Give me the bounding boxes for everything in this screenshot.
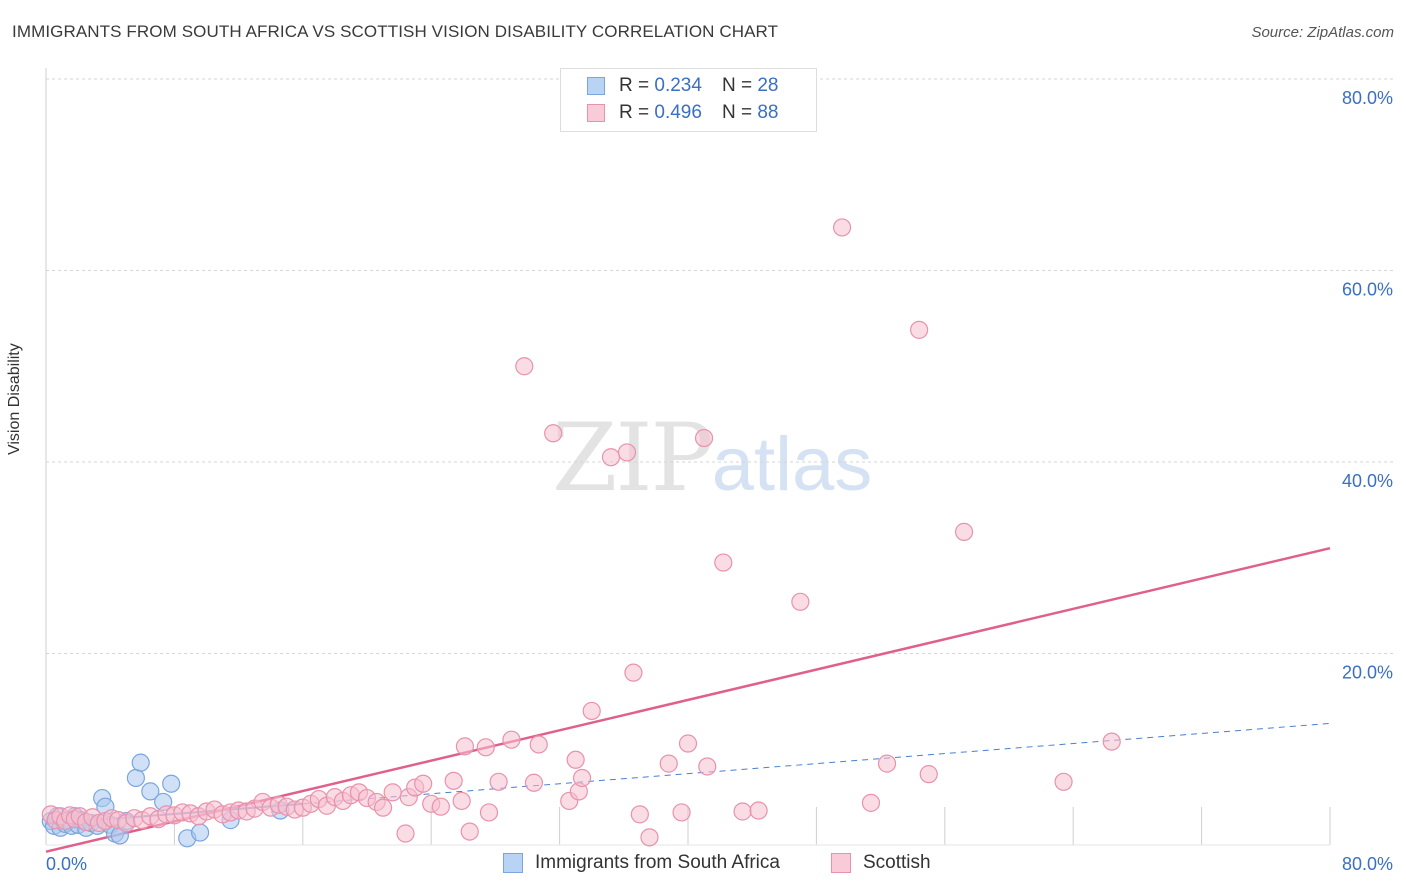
legend-swatch-pink: [587, 104, 605, 122]
data-point-scottish: [877, 754, 897, 773]
bottom-legend-swatch-pink: [831, 853, 851, 873]
legend-r-value: 0.234: [654, 75, 702, 96]
watermark: ZIPatlas: [552, 404, 872, 513]
y-tick-label: 40.0%: [1342, 471, 1393, 491]
data-point-scottish: [455, 737, 475, 756]
data-point-scottish: [659, 754, 678, 773]
data-point-scottish: [1102, 732, 1121, 751]
data-point-scottish: [749, 801, 768, 820]
data-point-scottish: [919, 765, 938, 784]
data-point-scottish: [529, 735, 548, 754]
data-point-scottish: [714, 553, 733, 572]
x-tick-label: 80.0%: [1342, 854, 1393, 874]
legend-n-value: 28: [757, 75, 779, 96]
legend: R = 0.234 N = 28 R = 0.496 N = 88: [560, 68, 817, 132]
bottom-legend-south-africa: Immigrants from South Africa: [503, 852, 780, 874]
data-point-scottish: [383, 783, 402, 802]
data-point-south-africa: [141, 782, 160, 801]
data-point-scottish: [489, 772, 508, 791]
data-point-scottish: [678, 734, 698, 753]
legend-n-label: N =: [721, 75, 753, 96]
legend-row-scottish: R = 0.496 N = 88: [587, 101, 778, 125]
watermark-atlas: atlas: [711, 422, 873, 507]
data-point-south-africa: [131, 753, 150, 772]
legend-n-label: N =: [721, 102, 753, 123]
y-tick-label: 20.0%: [1342, 663, 1393, 683]
data-point-scottish: [572, 768, 592, 788]
data-point-scottish: [640, 828, 659, 847]
data-point-scottish: [1054, 772, 1073, 791]
data-point-scottish: [460, 822, 479, 841]
bottom-legend-swatch-blue: [503, 853, 523, 873]
y-axis-label: Vision Disability: [6, 343, 23, 455]
legend-r-label: R =: [619, 102, 650, 123]
data-point-scottish: [566, 750, 585, 769]
tick-labels: 20.0% 40.0% 60.0% 80.0% 0.0% 80.0%: [46, 88, 1393, 874]
data-point-scottish: [630, 805, 649, 824]
data-point-scottish: [524, 773, 544, 792]
bottom-legend-label: Immigrants from South Africa: [535, 852, 780, 873]
data-point-scottish: [444, 771, 463, 790]
data-point-scottish: [479, 803, 499, 822]
data-point-scottish: [910, 320, 929, 339]
legend-r-label: R =: [619, 75, 650, 96]
data-point-scottish: [624, 663, 643, 682]
data-point-scottish: [861, 793, 881, 812]
series-scottish: [41, 218, 1121, 847]
data-point-south-africa: [126, 768, 145, 788]
data-point-scottish: [832, 218, 852, 237]
axes: [45, 68, 1331, 846]
y-tick-label: 60.0%: [1342, 280, 1393, 300]
data-point-scottish: [515, 357, 534, 376]
chart-title: IMMIGRANTS FROM SOUTH AFRICA VS SCOTTISH…: [12, 22, 779, 41]
legend-n-value: 88: [757, 102, 779, 123]
data-point-scottish: [694, 428, 714, 448]
y-tick-label: 80.0%: [1342, 88, 1393, 108]
data-point-scottish: [396, 824, 415, 843]
x-tick-label: 0.0%: [46, 854, 87, 874]
legend-row-south-africa: R = 0.234 N = 28: [587, 74, 778, 98]
source-label: Source: ZipAtlas.com: [1251, 24, 1394, 41]
legend-r-value: 0.496: [654, 102, 702, 123]
data-point-scottish: [452, 791, 471, 811]
bottom-legend-scottish: Scottish: [831, 852, 931, 874]
data-point-scottish: [502, 730, 521, 749]
data-point-scottish: [476, 738, 495, 757]
data-point-scottish: [672, 803, 691, 822]
legend-swatch-blue: [587, 77, 605, 95]
data-point-scottish: [582, 701, 601, 721]
data-point-scottish: [414, 774, 433, 793]
data-point-scottish: [544, 424, 563, 443]
data-point-south-africa: [190, 823, 210, 842]
data-point-scottish: [954, 522, 974, 541]
data-point-scottish: [431, 797, 450, 816]
data-point-scottish: [617, 443, 637, 462]
bottom-legend-label: Scottish: [863, 852, 931, 873]
data-point-scottish: [601, 448, 621, 467]
data-point-south-africa: [162, 774, 181, 793]
data-point-scottish: [733, 802, 752, 821]
data-point-scottish: [698, 757, 717, 776]
trend-line-south-africa-dashed: [302, 722, 1331, 805]
data-point-scottish: [791, 592, 810, 611]
data-point-scottish: [373, 798, 393, 817]
